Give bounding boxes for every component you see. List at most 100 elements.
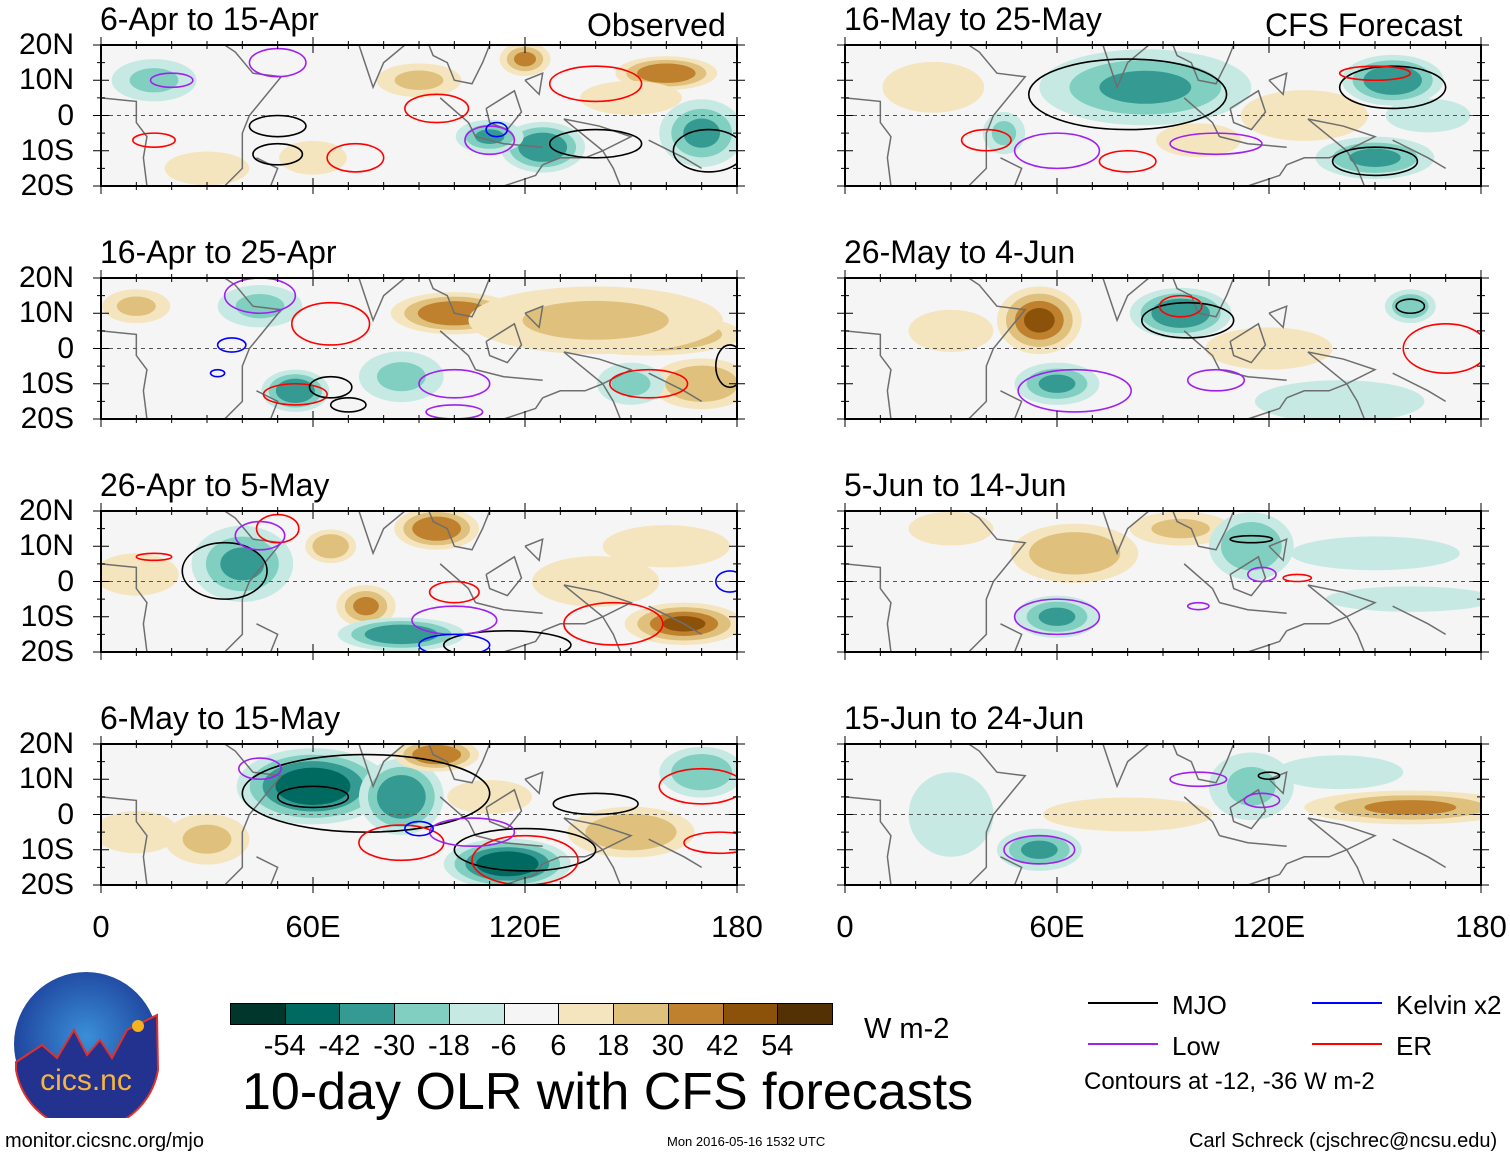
coastline (503, 164, 544, 186)
olr-anomaly (182, 824, 232, 854)
coastline (1286, 615, 1366, 652)
olr-anomaly (486, 855, 528, 872)
coastline (1183, 796, 1221, 836)
colorbar-swatch (448, 1003, 505, 1025)
coastline (563, 351, 633, 385)
coastline (1392, 838, 1447, 869)
coastline (542, 149, 622, 186)
er-contour (1098, 149, 1157, 173)
low-contour (1169, 771, 1228, 788)
coastline (302, 511, 491, 556)
olr-anomaly (683, 118, 721, 148)
olr-anomaly (1254, 380, 1425, 419)
olr-anomaly (474, 129, 505, 144)
lat-tick-label: 20N (18, 727, 74, 760)
legend-line-low (1088, 1043, 1158, 1045)
er-contour (291, 301, 371, 346)
lat-tick-label: 20N (18, 261, 74, 294)
kelvin-contour (418, 633, 491, 652)
legend-line-er (1312, 1043, 1382, 1045)
colorbar-label: -42 (318, 1030, 361, 1062)
olr-anomaly (882, 61, 985, 113)
legend-label-er: ER (1396, 1031, 1433, 1061)
lat-tick-label: 10S (20, 133, 74, 167)
source-url[interactable]: monitor.cicsnc.org/mjo (5, 1130, 204, 1152)
olr-anomaly (1349, 148, 1401, 167)
forecast-label: CFS Forecast (1265, 7, 1463, 43)
er-contour (428, 580, 480, 604)
lat-tick-label: 10N (18, 63, 74, 97)
olr-anomaly (1403, 105, 1453, 126)
olr-anomaly (319, 538, 342, 554)
coastline (524, 305, 544, 329)
panel-title: 26-May to 4-Jun (844, 234, 1076, 270)
er-contour (404, 93, 470, 124)
timestamp: Mon 2016-05-16 1532 UTC (667, 1134, 826, 1149)
coastline (967, 45, 1027, 186)
coastline (648, 139, 703, 170)
coastline (256, 623, 279, 652)
panel-title: 6-Apr to 15-Apr (100, 1, 319, 37)
olr-anomaly (1226, 766, 1276, 806)
colorbar-swatch (667, 1003, 724, 1025)
coastline (439, 563, 477, 603)
low-contour (464, 125, 516, 156)
mjo-contour (1331, 146, 1419, 177)
coastline (485, 555, 523, 597)
coastline (1046, 45, 1235, 90)
mjo-contour (276, 785, 350, 809)
lat-tick-label: 10S (20, 366, 74, 400)
olr-anomaly (513, 51, 537, 67)
coastline (1046, 511, 1235, 556)
colorbar-label: -6 (490, 1030, 517, 1062)
legend-note: Contours at -12, -36 W m-2 (1084, 1068, 1375, 1095)
legend-label-kelvin: Kelvin x2 (1396, 990, 1502, 1020)
coastline (475, 601, 543, 614)
mjo-contour (552, 792, 639, 816)
lat-tick-label: 10S (20, 599, 74, 633)
olr-anomaly (908, 511, 994, 546)
colorbar-swatch (722, 1003, 779, 1025)
low-contour (1246, 566, 1277, 583)
coastline (1000, 157, 1023, 186)
olr-anomaly (602, 525, 730, 568)
mjo-contour (329, 397, 367, 413)
coastline (524, 72, 544, 96)
lon-tick-label: 180 (711, 909, 763, 944)
er-contour (683, 831, 737, 855)
coastline (1392, 139, 1447, 170)
coastline (485, 89, 523, 131)
mjo-contour (181, 541, 268, 600)
olr-anomaly (611, 371, 651, 396)
lon-tick-label: 0 (92, 909, 110, 944)
panel-title: 16-May to 25-May (844, 1, 1102, 37)
colorbar-swatch (613, 1003, 669, 1025)
low-contour (234, 520, 286, 551)
kelvin-contour (209, 368, 226, 378)
colorbar-label: 6 (550, 1030, 567, 1062)
olr-anomaly (1038, 374, 1076, 393)
olr-anomaly (1099, 70, 1192, 104)
colorbar-swatch (503, 1003, 560, 1025)
coastline (1046, 744, 1235, 789)
colorbar-swatch (284, 1003, 341, 1025)
coastline (1183, 97, 1221, 137)
olr-anomaly (378, 628, 425, 641)
coastline (439, 97, 477, 137)
low-contour (238, 757, 283, 781)
low-contour (418, 368, 491, 399)
low-contour (1243, 792, 1281, 809)
colorbar-label: 54 (761, 1030, 794, 1062)
olr-anomaly (1162, 304, 1200, 323)
er-contour (262, 382, 328, 406)
coastline (1229, 89, 1267, 131)
map-panel (837, 503, 1489, 660)
coastline (845, 796, 892, 885)
coastline (648, 838, 703, 869)
lat-tick-label: 20N (18, 28, 74, 61)
er-contour (1158, 294, 1203, 318)
coastline (439, 796, 477, 836)
lat-tick-label: 0 (57, 331, 74, 365)
lat-tick-label: 10N (18, 762, 74, 796)
coastline (1219, 135, 1287, 148)
